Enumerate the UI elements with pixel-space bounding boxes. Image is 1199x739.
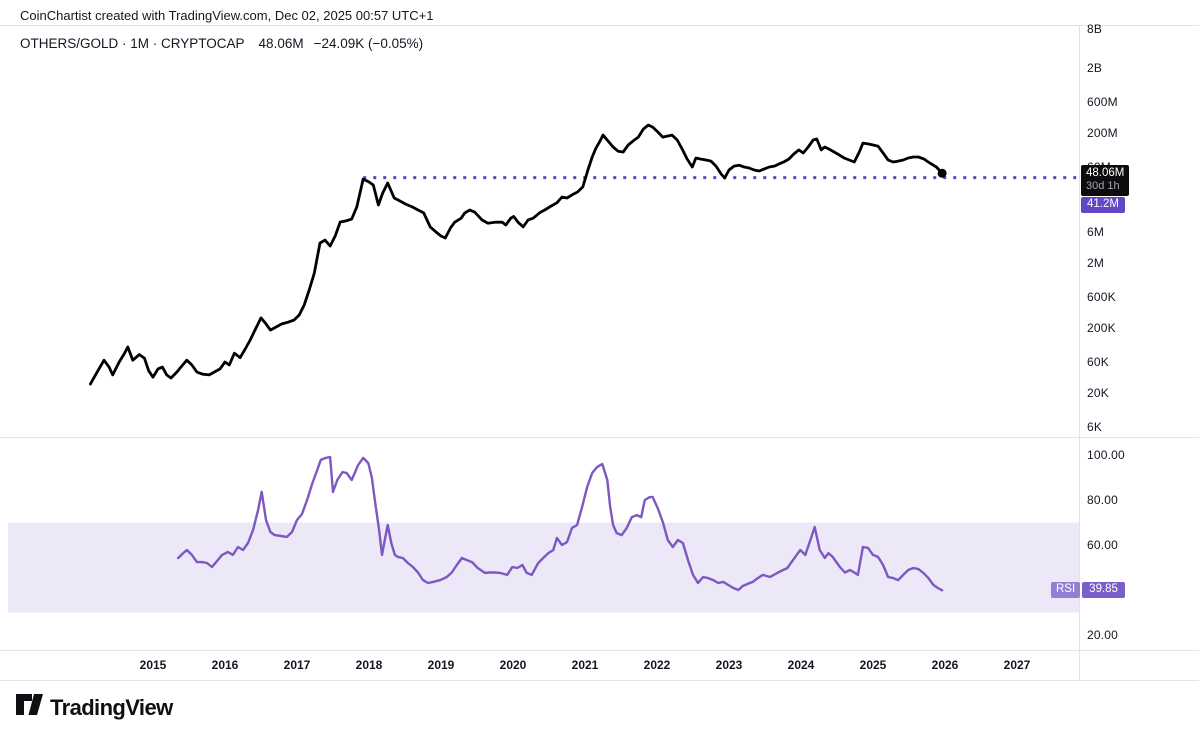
year-tick-label: 2022 [643, 658, 671, 672]
year-tick-label: 2026 [931, 658, 959, 672]
rsi-band [8, 522, 1079, 613]
tradingview-logo-icon [16, 694, 43, 722]
year-tick-label: 2018 [355, 658, 383, 672]
year-tick-label: 2023 [715, 658, 743, 672]
year-tick-label: 2024 [787, 658, 815, 672]
year-tick-label: 2020 [499, 658, 527, 672]
rsi-tick-label: 100.00 [1087, 448, 1125, 462]
rsi-line-series[interactable] [176, 455, 944, 592]
legend-price: 48.06M [258, 36, 304, 51]
year-tick-label: 2025 [859, 658, 887, 672]
rsi-tick-label: 20.00 [1087, 628, 1119, 642]
rsi-last-value: 39.85 [1082, 582, 1125, 598]
bar-countdown: 30d 1h [1086, 180, 1120, 192]
last-price-badge: 48.06M 30d 1h [1081, 165, 1130, 196]
price-tick-label: 20K [1087, 386, 1109, 400]
price-tick-label: 2M [1087, 256, 1105, 270]
price-tick-label: 8B [1087, 21, 1103, 36]
year-tick-label: 2016 [211, 658, 239, 672]
year-tick-label: 2015 [139, 658, 167, 672]
last-price-marker [937, 168, 947, 178]
attribution-text: CoinChartist created with TradingView.co… [20, 8, 434, 23]
price-tick-label: 6M [1087, 225, 1105, 239]
rsi-tick-label: 80.00 [1087, 493, 1119, 507]
rsi-value-badge: RSI 39.85 [1051, 582, 1125, 598]
year-tick-label: 2019 [427, 658, 455, 672]
price-tick-label: 200M [1087, 126, 1118, 140]
year-tick-label: 2021 [571, 658, 599, 672]
symbol-title: OTHERS/GOLD · 1M · CRYPTOCAP [20, 36, 245, 51]
last-price-value: 48.06M [1086, 167, 1125, 179]
price-tick-label: 200K [1087, 321, 1116, 335]
price-line-series[interactable] [89, 123, 944, 386]
year-tick-label: 2017 [283, 658, 311, 672]
tradingview-logo[interactable]: TradingView [16, 694, 173, 722]
rsi-name-badge: RSI [1051, 582, 1081, 598]
legend-change: −24.09K (−0.05%) [313, 36, 424, 51]
price-tick-label: 2B [1087, 61, 1103, 75]
rsi-tick-label: 60.00 [1087, 538, 1119, 552]
horizontal-ray-price-badge: 41.2M [1081, 197, 1125, 213]
price-tick-label: 600M [1087, 95, 1118, 109]
price-tick-label: 600K [1087, 290, 1116, 304]
tradingview-logo-text: TradingView [50, 695, 173, 720]
symbol-legend[interactable]: OTHERS/GOLD · 1M · CRYPTOCAP 48.06M −24.… [20, 36, 423, 51]
year-tick-label: 2027 [1003, 658, 1031, 672]
price-tick-label: 60K [1087, 355, 1109, 369]
price-tick-label: 6K [1087, 420, 1103, 434]
